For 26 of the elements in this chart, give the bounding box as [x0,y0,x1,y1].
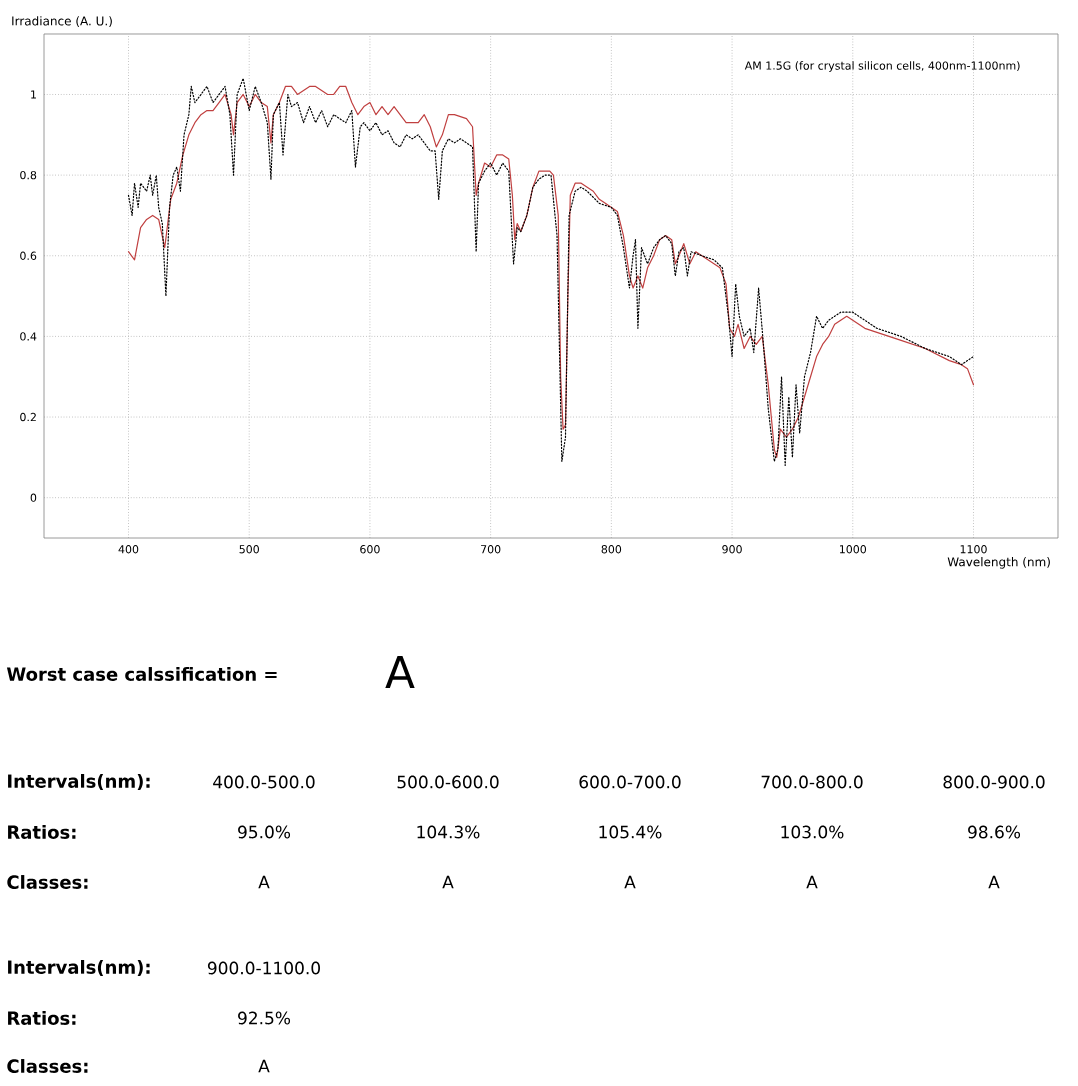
text: A [258,1059,270,1073]
text: 500.0-600.0 [397,775,499,789]
text: 104.3% [417,825,480,839]
text: Ratios: [8,1011,76,1025]
text: 400.0-500.0 [213,775,315,789]
text: 900.0-1100.0 [207,961,320,975]
text: A [624,875,636,889]
text: A [385,655,415,689]
text: Worst case calssification = [6,667,277,681]
text: Classes: [7,1059,88,1073]
text: 600.0-700.0 [579,775,681,789]
text: 800.0-900.0 [943,775,1045,789]
text: 700.0-800.0 [761,775,863,789]
text: 95.0% [238,825,291,839]
text: Classes: [7,875,88,889]
text: 103.0% [781,825,844,839]
text: A [988,875,1000,889]
text: Intervals(nm): [8,773,150,791]
text: Intervals(nm): [8,959,150,977]
text: 98.6% [968,825,1021,839]
text: Ratios: [8,825,76,839]
text: A [258,875,270,889]
text: 92.5% [238,1011,291,1025]
text: 105.4% [599,825,662,839]
text: A [806,875,818,889]
text: A [442,875,454,889]
